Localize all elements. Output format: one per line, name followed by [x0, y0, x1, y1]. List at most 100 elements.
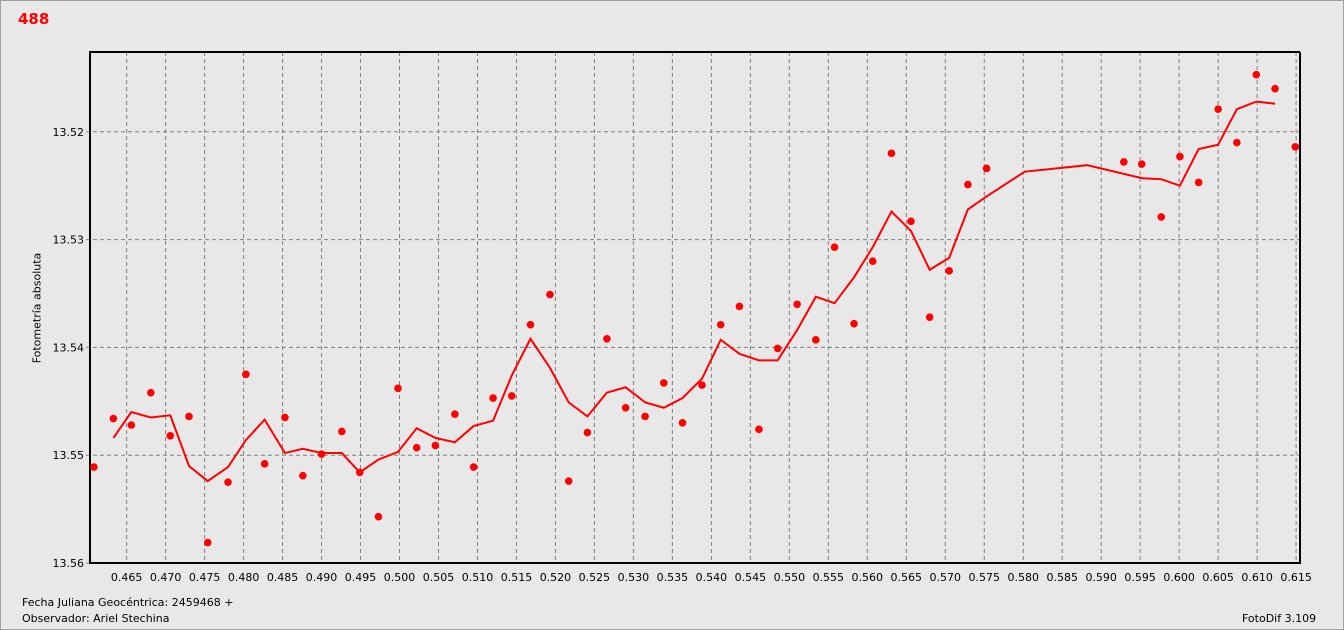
x-tick-label: 0.545	[735, 571, 767, 584]
chart-title: 488	[18, 10, 50, 28]
data-point	[660, 379, 668, 387]
observer-label: Observador: Ariel Stechina	[22, 612, 170, 625]
y-tick-label: 13.52	[53, 126, 85, 139]
x-tick-label: 0.555	[813, 571, 845, 584]
data-point	[1291, 143, 1300, 151]
data-point	[1252, 70, 1261, 79]
data-point	[583, 428, 592, 437]
data-point	[374, 512, 383, 521]
data-point	[830, 243, 839, 251]
data-point	[338, 427, 346, 436]
data-point	[564, 477, 573, 485]
data-point	[925, 313, 934, 322]
x-tick-label: 0.550	[774, 571, 806, 584]
data-point	[603, 334, 611, 343]
x-tick-label: 0.595	[1124, 571, 1156, 584]
data-point	[1194, 178, 1203, 187]
y-tick-label: 13.56	[53, 557, 85, 570]
data-point	[698, 381, 706, 389]
data-point	[1214, 105, 1222, 113]
data-point	[1233, 138, 1241, 147]
data-point	[469, 463, 478, 471]
x-tick-label: 0.605	[1202, 571, 1234, 584]
x-tick-label: 0.525	[579, 571, 611, 584]
data-point	[526, 320, 535, 329]
x-tick-label: 0.515	[501, 571, 533, 584]
x-tick-label: 0.580	[1007, 571, 1039, 584]
data-point	[850, 319, 858, 328]
y-tick-label: 13.54	[53, 341, 85, 354]
data-point	[317, 450, 326, 458]
data-point	[964, 180, 972, 189]
data-point	[716, 320, 725, 329]
x-tick-label: 0.535	[657, 571, 689, 584]
x-tick-label: 0.470	[150, 571, 182, 584]
x-tick-label: 0.590	[1085, 571, 1117, 584]
x-tick-label: 0.530	[618, 571, 650, 584]
data-point	[166, 431, 175, 440]
data-point	[185, 412, 193, 421]
data-point	[1120, 158, 1128, 166]
data-point	[412, 443, 421, 452]
data-point	[260, 460, 269, 468]
x-tick-label: 0.540	[696, 571, 728, 584]
x-tick-label: 0.505	[423, 571, 455, 584]
data-point	[887, 149, 896, 158]
x-tick-label: 0.615	[1280, 571, 1312, 584]
data-point	[755, 425, 763, 434]
x-tick-label: 0.510	[462, 571, 494, 584]
data-point	[242, 370, 250, 379]
x-tick-label: 0.475	[189, 571, 221, 584]
data-point	[793, 300, 801, 309]
data-point	[147, 388, 155, 397]
data-point	[773, 344, 782, 353]
data-point	[489, 394, 497, 402]
y-tick-label: 13.55	[53, 449, 85, 462]
data-point	[451, 410, 459, 419]
data-point	[678, 419, 687, 427]
x-tick-label: 0.610	[1241, 571, 1273, 584]
x-tick-label: 0.570	[930, 571, 962, 584]
x-tick-label: 0.500	[384, 571, 416, 584]
data-point	[299, 471, 307, 480]
x-tick-label: 0.480	[228, 571, 260, 584]
x-tick-label: 0.495	[345, 571, 377, 584]
data-point	[621, 403, 630, 412]
trend-line	[112, 100, 1276, 483]
x-tick-label: 0.520	[540, 571, 572, 584]
data-point	[394, 384, 402, 393]
data-point	[907, 217, 915, 226]
data-point	[224, 478, 232, 486]
y-tick-label: 13.53	[53, 234, 85, 247]
data-point	[812, 336, 820, 344]
x-tick-label: 0.560	[852, 571, 884, 584]
data-point	[1157, 213, 1166, 221]
x-tick-label: 0.465	[111, 571, 143, 584]
data-point	[203, 538, 212, 547]
data-point	[431, 441, 440, 450]
date-label: Fecha Juliana Geocéntrica: 2459468 +	[22, 596, 234, 609]
data-point	[90, 463, 98, 471]
plot-border	[89, 51, 1301, 564]
x-tick-label: 0.585	[1046, 571, 1078, 584]
data-point	[546, 290, 554, 299]
data-point	[1137, 160, 1146, 168]
x-tick-label: 0.485	[267, 571, 299, 584]
data-point	[641, 412, 649, 421]
x-tick-label: 0.490	[306, 571, 338, 584]
data-point	[735, 302, 744, 311]
data-point	[281, 413, 289, 422]
data-point	[127, 421, 136, 429]
software-label: FotoDif 3.109	[1242, 612, 1317, 625]
data-point	[355, 468, 364, 477]
data-point	[868, 257, 877, 265]
data-point	[945, 267, 953, 275]
data-point	[1176, 152, 1184, 161]
data-point	[1271, 84, 1279, 93]
x-tick-label: 0.600	[1163, 571, 1195, 584]
x-tick-label: 0.575	[968, 571, 1000, 584]
data-point	[109, 414, 118, 423]
x-tick-label: 0.565	[891, 571, 923, 584]
data-point	[982, 164, 991, 173]
